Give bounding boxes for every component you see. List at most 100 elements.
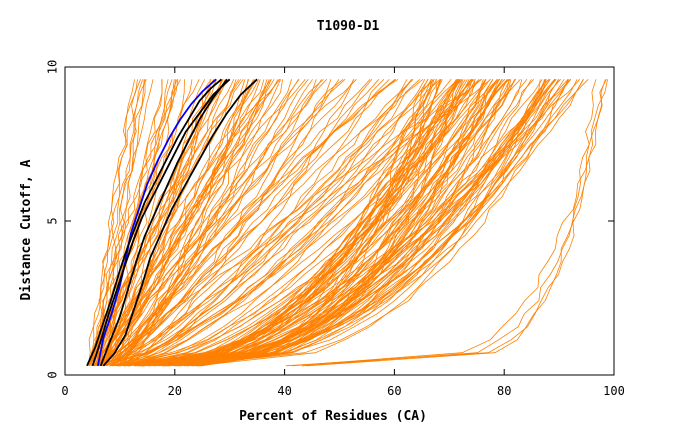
model-curve [183,79,557,367]
x-tick-label: 60 [387,384,401,398]
y-axis-title: Distance Cutoff, A [19,159,34,300]
model-curve [97,79,270,367]
model-curve [92,79,175,366]
model-curve [87,79,138,366]
model-curve [166,79,498,367]
model-curve [104,79,163,366]
model-curve [141,79,584,367]
model-curve [126,79,426,367]
model-curve [113,79,414,367]
model-curve [123,79,429,367]
x-axis: 0 20 40 60 80 100 [61,67,625,398]
x-tick-label: 80 [497,384,511,398]
y-tick-label: 5 [46,217,60,224]
model-curve [112,79,282,367]
model-curve [124,79,413,367]
x-tick-label: 40 [277,384,291,398]
model-curve [134,79,491,367]
model-curve [114,78,399,367]
model-curve [152,79,476,367]
model-curve [98,79,357,366]
model-curve [100,79,280,366]
model-curve [176,79,578,367]
y-tick-label: 10 [46,60,60,74]
model-curve [100,79,322,367]
model-curve [162,79,432,367]
model-curve [122,79,346,366]
model-curve [177,79,503,367]
model-curve [119,78,482,367]
series-highlight-blue [97,78,217,366]
model-curve [125,79,332,367]
model-curve [93,79,324,367]
model-curve [163,79,550,367]
model-curve [133,79,534,367]
model-curve [124,78,424,367]
model-curve [116,79,385,367]
model-curve [123,79,283,366]
model-curve [126,79,438,367]
x-tick-label: 0 [61,384,68,398]
model-curve [187,79,432,367]
model-curve [143,79,571,367]
plot-area [86,78,608,367]
model-curve [116,79,570,367]
model-curve [167,79,528,367]
model-curve [118,79,443,367]
model-curve [98,79,275,367]
model-curve [148,79,501,367]
model-curve [161,79,487,367]
series-reference-black-2 [99,78,228,367]
x-axis-title: Percent of Residues (CA) [239,409,427,424]
model-curve [166,79,474,367]
model-curve [162,79,473,367]
model-curve [117,79,517,367]
model-curve [285,79,606,367]
model-curve [174,79,560,367]
chart-title: T1090-D1 [317,19,380,34]
model-curve [95,79,306,366]
model-curve [196,79,466,367]
model-curve [301,79,607,367]
y-tick-label: 0 [46,371,60,378]
model-curve [126,79,452,367]
model-curve [118,79,408,367]
model-curve [167,79,547,367]
model-curve [88,79,228,367]
model-curve [100,79,260,366]
model-curve [137,79,494,367]
model-curve [102,79,459,367]
model-curve [292,79,608,367]
model-curve [109,79,512,367]
model-curve [101,79,421,367]
model-curve [177,79,509,367]
model-curve [87,79,141,366]
model-curve [94,79,135,366]
x-tick-label: 20 [168,384,182,398]
model-curve [99,79,176,366]
series-reference-black-4 [91,78,231,367]
model-curve [97,79,413,367]
plot-frame [64,66,615,376]
model-curve [110,78,482,367]
model-curve [96,79,328,367]
model-curve [190,79,510,367]
model-curve [97,79,147,366]
series-reference-black-1 [86,78,223,367]
x-tick-label: 100 [603,384,625,398]
model-curve [111,79,246,367]
series-reference-black-3 [102,78,258,367]
model-curve [180,79,458,367]
model-curve [123,79,486,367]
model-curve [158,79,559,367]
model-curve [101,79,441,367]
model-curve [97,79,309,367]
model-curve [192,79,551,367]
model-curve [163,79,565,367]
model-curve [169,79,547,367]
model-curve [121,79,472,367]
model-curve [179,79,546,367]
model-curve [186,79,461,367]
model-curve [95,78,397,367]
